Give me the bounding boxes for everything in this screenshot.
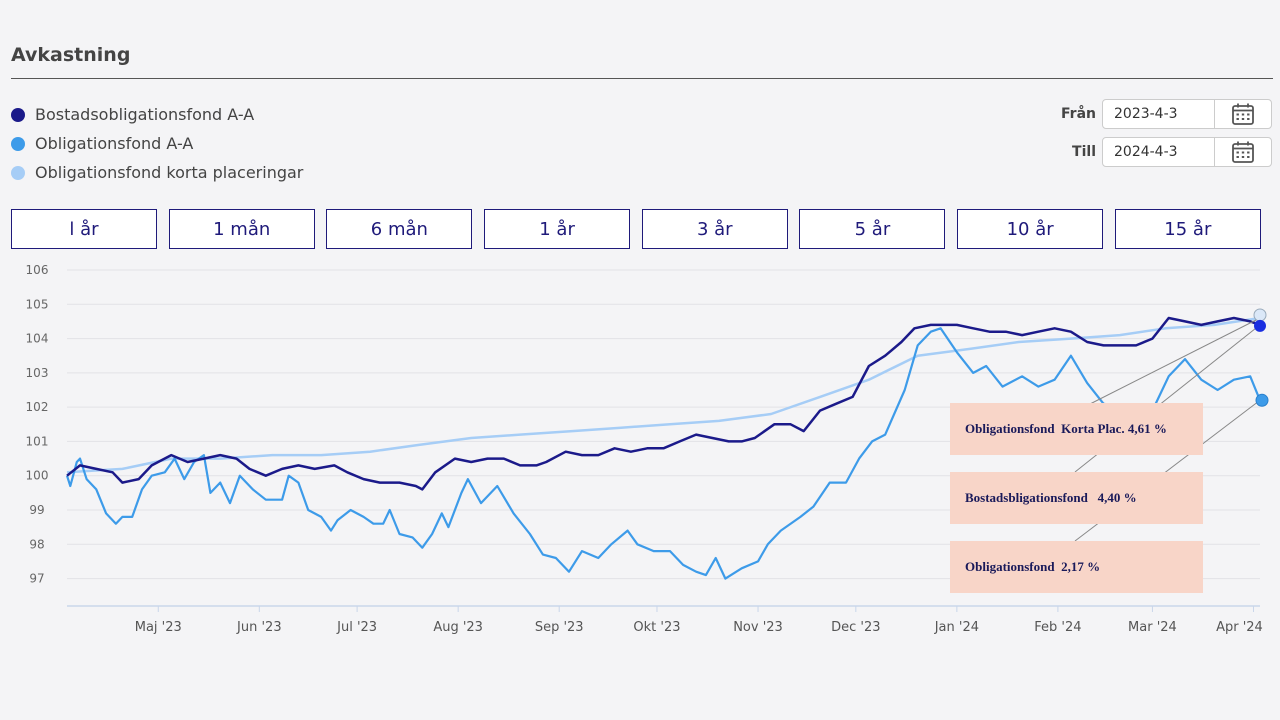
period-button-5-ar[interactable]: 5 år <box>799 209 946 249</box>
legend-dot-icon <box>11 136 25 151</box>
annotation-korta-placeringar: Obligationsfond Korta Plac. 4,61 % <box>950 403 1203 455</box>
to-date-field[interactable]: 2024-4-3 <box>1102 137 1272 167</box>
x-tick-label: Nov '23 <box>733 620 783 635</box>
end-marker-bostadsobligationsfond <box>1254 319 1266 332</box>
period-button-1-man[interactable]: 1 mån <box>168 209 315 249</box>
x-tick-label: Jul '23 <box>336 620 377 635</box>
end-marker-korta-placeringar <box>1253 308 1267 322</box>
y-tick-label: 103 <box>26 366 49 380</box>
y-tick-label: 102 <box>26 400 49 414</box>
y-tick-label: 99 <box>29 503 44 517</box>
legend-item-obligationsfond[interactable]: Obligationsfond A-A <box>11 129 303 158</box>
to-label: Till <box>1072 144 1096 160</box>
legend-label: Obligationsfond korta placeringar <box>35 163 304 182</box>
calendar-icon[interactable] <box>1214 138 1271 166</box>
x-tick-label: Apr '24 <box>1216 620 1263 635</box>
from-label: Från <box>1061 106 1096 122</box>
to-date-row: Till 2024-4-3 <box>1072 137 1272 167</box>
end-marker-obligationsfond <box>1255 393 1269 407</box>
series-line-1 <box>65 327 1262 580</box>
annotation-leader-line <box>1089 317 1261 405</box>
legend-label: Bostadsobligationsfond A-A <box>35 105 255 124</box>
annotation-bostadsobligationsfond: Bostadsbligationsfond 4,40 % <box>950 472 1203 524</box>
x-tick-label: Maj '23 <box>135 620 182 635</box>
y-tick-label: 106 <box>26 263 49 277</box>
to-date-value[interactable]: 2024-4-3 <box>1114 144 1178 160</box>
legend-item-korta-placeringar[interactable]: Obligationsfond korta placeringar <box>11 158 303 187</box>
period-selector: l år 1 mån 6 mån 1 år 3 år 5 år 10 år 15… <box>11 209 1261 249</box>
period-button-6-man[interactable]: 6 mån <box>326 209 473 249</box>
period-button-1-ar[interactable]: 1 år <box>484 209 631 249</box>
legend-label: Obligationsfond A-A <box>35 134 194 153</box>
legend-dot-icon <box>11 165 25 180</box>
legend-item-bostadsobligationsfond[interactable]: Bostadsobligationsfond A-A <box>11 100 303 129</box>
legend-dot-icon <box>11 107 25 122</box>
period-button-10-ar[interactable]: 10 år <box>957 209 1104 249</box>
y-tick-label: 98 <box>29 537 44 551</box>
chart-legend: Bostadsobligationsfond A-A Obligationsfo… <box>11 100 303 187</box>
y-tick-label: 100 <box>26 469 49 483</box>
x-tick-label: Jun '23 <box>236 620 282 635</box>
x-tick-label: Mar '24 <box>1128 620 1177 635</box>
from-date-field[interactable]: 2023-4-3 <box>1102 99 1272 129</box>
x-tick-label: Aug '23 <box>433 620 483 635</box>
calendar-icon[interactable] <box>1214 100 1271 128</box>
period-button-3-ar[interactable]: 3 år <box>641 209 788 249</box>
y-tick-label: 97 <box>29 572 44 586</box>
series-line-2 <box>66 316 1261 474</box>
period-button-15-ar[interactable]: 15 år <box>1114 209 1261 249</box>
y-tick-label: 105 <box>26 297 49 311</box>
y-tick-label: 104 <box>26 332 49 346</box>
title-divider <box>11 78 1273 79</box>
period-button-l-ar[interactable]: l år <box>11 209 157 249</box>
from-date-row: Från 2023-4-3 <box>1061 99 1272 129</box>
x-tick-label: Okt '23 <box>633 620 680 635</box>
y-tick-label: 101 <box>26 434 49 448</box>
series-line-0 <box>66 316 1261 491</box>
page-title: Avkastning <box>11 44 131 66</box>
x-tick-label: Jan '24 <box>934 620 979 635</box>
x-tick-label: Sep '23 <box>535 620 584 635</box>
from-date-value[interactable]: 2023-4-3 <box>1114 106 1178 122</box>
x-tick-label: Dec '23 <box>831 620 880 635</box>
annotation-obligationsfond: Obligationsfond 2,17 % <box>950 541 1203 593</box>
x-tick-label: Feb '24 <box>1034 620 1081 635</box>
